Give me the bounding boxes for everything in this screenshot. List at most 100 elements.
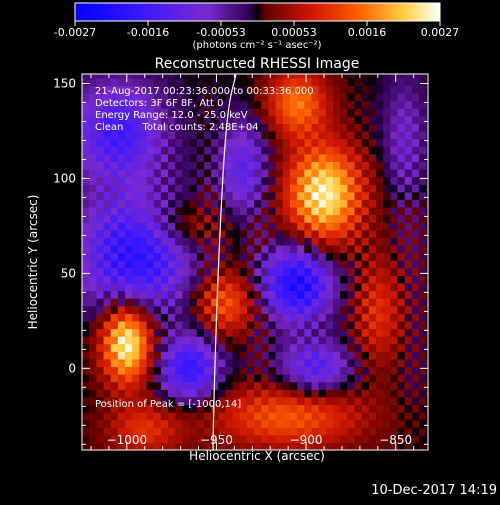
heatmap-cell bbox=[89, 320, 97, 330]
heatmap-cell bbox=[275, 305, 284, 314]
heatmap-cell bbox=[332, 320, 341, 330]
heatmap-cell bbox=[96, 176, 105, 185]
heatmap-cell bbox=[325, 184, 334, 193]
heatmap-cell bbox=[203, 260, 212, 269]
heatmap-cell bbox=[125, 244, 133, 254]
heatmap-cell bbox=[132, 168, 140, 178]
heatmap-cell bbox=[254, 138, 262, 147]
heatmap-cell bbox=[361, 146, 370, 155]
heatmap-cell bbox=[390, 275, 399, 284]
heatmap-cell bbox=[383, 313, 391, 322]
heatmap-cell bbox=[246, 229, 255, 238]
heatmap-cell bbox=[383, 100, 391, 109]
heatmap-cell bbox=[182, 267, 191, 276]
heatmap-cell bbox=[268, 419, 277, 428]
heatmap-cell bbox=[189, 108, 198, 117]
heatmap-cell bbox=[211, 237, 219, 246]
heatmap-cell bbox=[347, 328, 356, 337]
heatmap-cell bbox=[289, 168, 298, 178]
heatmap-cell bbox=[289, 161, 298, 170]
heatmap-cell bbox=[168, 222, 176, 231]
heatmap-cell bbox=[354, 85, 363, 94]
heatmap-cell bbox=[168, 419, 176, 428]
heatmap-cell bbox=[282, 92, 291, 102]
heatmap-cell bbox=[261, 168, 270, 178]
heatmap-cell bbox=[125, 427, 133, 436]
heatmap-cell bbox=[232, 328, 241, 337]
heatmap-cell bbox=[153, 92, 162, 102]
heatmap-cell bbox=[203, 237, 212, 246]
heatmap-cell bbox=[347, 389, 356, 398]
heatmap-cell bbox=[383, 282, 391, 292]
heatmap-cell bbox=[189, 290, 198, 299]
heatmap-cell bbox=[354, 336, 363, 345]
heatmap-cell bbox=[397, 374, 406, 383]
heatmap-cell bbox=[268, 100, 277, 109]
heatmap-cell bbox=[218, 92, 227, 102]
heatmap-cell bbox=[196, 434, 205, 444]
heatmap-cell bbox=[117, 206, 126, 216]
heatmap-cell bbox=[383, 351, 391, 360]
heatmap-cell bbox=[89, 343, 97, 352]
heatmap-cell bbox=[347, 358, 356, 368]
heatmap-cell bbox=[110, 146, 119, 155]
heatmap-cell bbox=[203, 244, 212, 254]
heatmap-cell bbox=[275, 381, 284, 390]
heatmap-cell bbox=[411, 206, 420, 216]
heatmap-cell bbox=[96, 396, 105, 406]
heatmap-cell bbox=[383, 328, 391, 337]
heatmap-cell bbox=[125, 389, 133, 398]
heatmap-cell bbox=[419, 404, 427, 413]
heatmap-cell bbox=[103, 320, 112, 330]
heatmap-cell bbox=[311, 374, 320, 383]
heatmap-cell bbox=[282, 176, 291, 185]
heatmap-cell bbox=[168, 244, 176, 254]
heatmap-cell bbox=[103, 328, 112, 337]
heatmap-cell bbox=[368, 85, 377, 94]
heatmap-cell bbox=[182, 313, 191, 322]
heatmap-cell bbox=[239, 206, 248, 216]
heatmap-cell bbox=[160, 404, 169, 413]
heatmap-cell bbox=[419, 282, 427, 292]
heatmap-cell bbox=[146, 123, 155, 132]
heatmap-cell bbox=[189, 77, 198, 86]
heatmap-cell bbox=[160, 146, 169, 155]
heatmap-cell bbox=[368, 206, 377, 216]
heatmap-cell bbox=[318, 222, 327, 231]
heatmap-cell bbox=[196, 358, 205, 368]
heatmap-cell bbox=[397, 282, 406, 292]
heatmap-cell bbox=[383, 336, 391, 345]
heatmap-cell bbox=[232, 260, 241, 269]
heatmap-cell bbox=[332, 229, 341, 238]
heatmap-cell bbox=[103, 191, 112, 200]
heatmap-cell bbox=[304, 427, 313, 436]
heatmap-cell bbox=[332, 267, 341, 276]
heatmap-cell bbox=[254, 282, 262, 292]
heatmap-cell bbox=[289, 123, 298, 132]
heatmap-cell bbox=[340, 427, 348, 436]
heatmap-cell bbox=[117, 358, 126, 368]
heatmap-cell bbox=[246, 419, 255, 428]
heatmap-cell bbox=[110, 427, 119, 436]
heatmap-cell bbox=[297, 199, 305, 208]
heatmap-cell bbox=[368, 153, 377, 162]
heatmap-cell bbox=[304, 184, 313, 193]
heatmap-cell bbox=[189, 404, 198, 413]
heatmap-cell bbox=[282, 77, 291, 86]
heatmap-cell bbox=[189, 176, 198, 185]
heatmap-cell bbox=[376, 161, 384, 170]
heatmap-cell bbox=[246, 358, 255, 368]
heatmap-cell bbox=[232, 282, 241, 292]
heatmap-cell bbox=[282, 351, 291, 360]
heatmap-cell bbox=[390, 199, 399, 208]
heatmap-cell bbox=[304, 92, 313, 102]
heatmap-cell bbox=[268, 282, 277, 292]
heatmap-cell bbox=[168, 74, 176, 79]
heatmap-cell bbox=[368, 146, 377, 155]
heatmap-cell bbox=[275, 404, 284, 413]
heatmap-cell bbox=[261, 412, 270, 421]
heatmap-cell bbox=[211, 320, 219, 330]
heatmap-cell bbox=[325, 351, 334, 360]
heatmap-cell bbox=[103, 77, 112, 86]
heatmap-cell bbox=[268, 305, 277, 314]
